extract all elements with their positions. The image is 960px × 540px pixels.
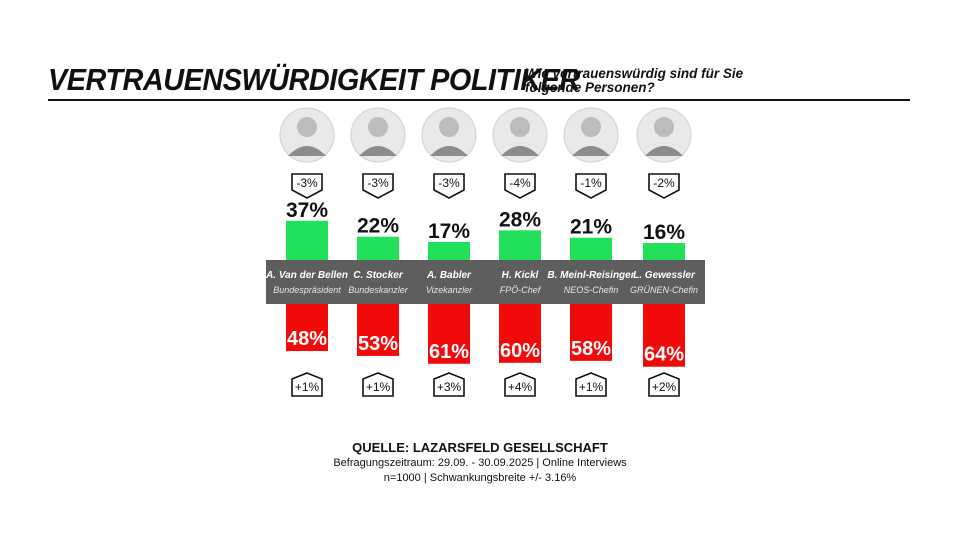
trust-value-label: 21% [570,216,612,239]
change-label-top: -2% [653,176,675,190]
distrust-value-label: 61% [429,341,469,363]
name-band [266,260,705,304]
politician-role: FPÖ-Chef [500,285,542,295]
change-label-top: -3% [367,176,389,190]
politician-name: B. Meinl-Reisinger [547,270,635,281]
trust-value-label: 17% [428,220,470,243]
change-label-bottom: +4% [508,380,533,394]
change-label-bottom: +1% [295,380,320,394]
avatar [279,107,335,163]
change-badge-bottom [433,372,465,397]
avatar [421,107,477,163]
change-label-bottom: +1% [366,380,391,394]
change-label-bottom: +1% [579,380,604,394]
change-badge-top [433,173,465,199]
avatar [636,107,692,163]
politician-name: H. Kickl [502,270,539,281]
trust-value-label: 22% [357,215,399,238]
change-label-bottom: +2% [652,380,677,394]
change-label-top: -3% [296,176,318,190]
change-badge-bottom [648,372,680,397]
politician-role: Bundeskanzler [348,285,409,295]
change-label-top: -1% [580,176,602,190]
distrust-bar [286,304,328,352]
chart-title: VERTRAUENSWÜRDIGKEIT POLITIKER [48,62,580,97]
politician-role: Vizekanzler [426,285,473,295]
avatar [350,107,406,163]
change-badge-top [362,173,394,199]
politician-name: A. Van der Bellen [265,270,348,281]
politician-role: GRÜNEN-Chefin [630,285,698,295]
avatar [492,107,548,163]
trust-bar [499,230,541,260]
distrust-bar [428,304,470,364]
distrust-value-label: 64% [644,344,684,366]
change-badge-bottom [504,372,536,397]
chart-subtitle: Wie vertrauenswürdig sind für Sie folgen… [525,66,744,95]
change-badge-top [504,173,536,199]
change-label-bottom: +3% [437,380,462,394]
trust-bar [643,243,685,260]
trust-value-label: 16% [643,221,685,244]
trust-value-label: 37% [286,199,328,222]
source-title: QUELLE: LAZARSFELD GESELLSCHAFT [352,440,608,455]
distrust-value-label: 48% [287,328,327,350]
politician-name: A. Babler [426,270,472,281]
distrust-value-label: 58% [571,338,611,360]
title-rule [48,99,910,101]
distrust-value-label: 53% [358,333,398,355]
change-badge-top [648,173,680,199]
politician-name: L. Gewessler [633,270,696,281]
change-label-top: -3% [438,176,460,190]
trust-bar [357,236,399,260]
trust-bar [570,237,612,260]
change-badge-bottom [362,372,394,397]
distrust-bar [357,304,399,356]
politician-name: C. Stocker [353,270,404,281]
change-badge-bottom [291,372,323,397]
trust-bar [428,241,470,260]
source-sample: n=1000 | Schwankungsbreite +/- 3.16% [383,472,577,484]
avatar [563,107,619,163]
change-label-top: -4% [509,176,531,190]
politician-role: Bundespräsident [273,285,341,295]
distrust-bar [570,304,612,361]
distrust-bar [499,304,541,363]
change-badge-top [575,173,607,199]
source-period: Befragungszeitraum: 29.09. - 30.09.2025 … [333,457,627,469]
trust-bar [286,220,328,260]
distrust-value-label: 60% [500,340,540,362]
change-badge-bottom [575,372,607,397]
distrust-bar [643,304,685,367]
change-badge-top [291,173,323,199]
politician-role: NEOS-Chefin [564,285,619,295]
trust-value-label: 28% [499,208,541,231]
